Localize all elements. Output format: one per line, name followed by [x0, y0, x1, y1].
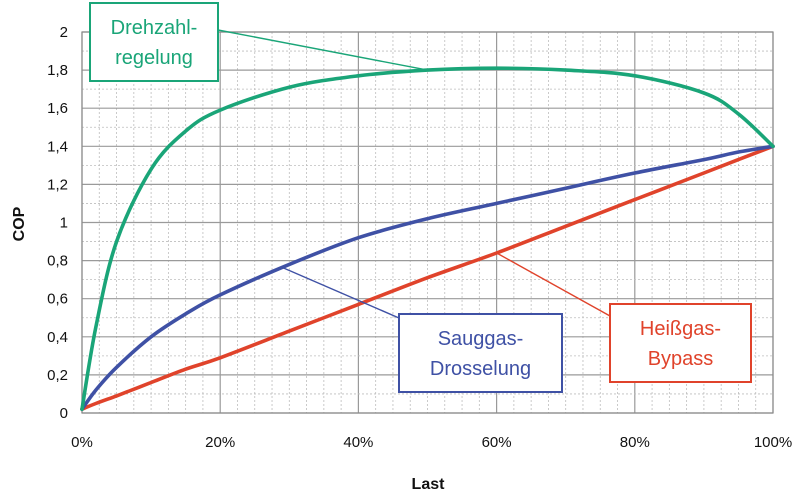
x-axis-title: Last	[412, 476, 446, 493]
y-tick-label: 0,4	[47, 329, 68, 346]
y-tick-label: 1,6	[47, 100, 68, 117]
series-line	[80, 66, 775, 411]
callout-label: Drosselung	[430, 358, 531, 380]
series-line	[80, 144, 775, 411]
x-tick-label: 40%	[343, 434, 373, 451]
callout-box	[398, 313, 563, 393]
x-tick-label: 60%	[482, 434, 512, 451]
callout-label: Bypass	[648, 348, 714, 370]
x-tick-label: 100%	[754, 434, 792, 451]
callout-leader-line	[496, 252, 611, 317]
callout-leader-line	[217, 29, 428, 71]
series-lines	[80, 66, 775, 411]
x-tick-label: 80%	[620, 434, 650, 451]
x-tick-label: 20%	[205, 434, 235, 451]
callouts: Drehzahl-regelung Sauggas- Drosselung Heißg…	[89, 2, 752, 393]
y-tick-label: 1	[60, 215, 68, 232]
y-tick-label: 1,8	[47, 62, 68, 79]
y-tick-label: 1,4	[47, 138, 68, 155]
plot-border	[81, 31, 774, 414]
callout-label: Sauggas-	[438, 328, 524, 350]
series-line	[80, 144, 775, 411]
callout-box	[89, 2, 219, 82]
callout-label: regelung	[115, 47, 193, 69]
callout-label: Drehzahl-	[111, 17, 198, 39]
callout-leader-line	[282, 266, 400, 319]
tick-labels: 00,20,40,60,811,21,41,61,820% 20% 40% 60% 80…	[47, 24, 792, 451]
y-tick-label: 0,2	[47, 367, 68, 384]
y-axis-title: COP	[11, 206, 28, 241]
y-tick-label: 0	[60, 405, 68, 422]
y-tick-label: 0,6	[47, 291, 68, 308]
y-tick-label: 1,2	[47, 176, 68, 193]
callout-box	[609, 303, 752, 383]
y-tick-label: 2	[60, 24, 68, 41]
x-tick-label: 0%	[71, 434, 93, 451]
callout-label: Heißgas-	[640, 318, 721, 340]
y-tick-label: 0,8	[47, 253, 68, 270]
